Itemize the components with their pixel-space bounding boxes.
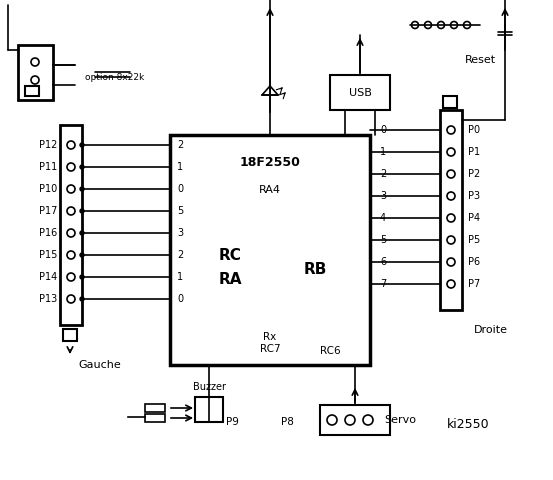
Bar	[25, 86, 39, 96]
Text: P4: P4	[468, 213, 480, 223]
Text: 4: 4	[380, 213, 386, 223]
Text: 18F2550: 18F2550	[239, 156, 300, 169]
Text: P13: P13	[39, 294, 57, 304]
Circle shape	[80, 231, 84, 235]
Circle shape	[80, 165, 84, 169]
Text: P8: P8	[280, 417, 294, 427]
Text: P2: P2	[468, 169, 480, 179]
Text: 1: 1	[177, 272, 183, 282]
Text: ki2550: ki2550	[447, 419, 490, 432]
Text: P11: P11	[39, 162, 57, 172]
Text: P7: P7	[468, 279, 480, 289]
Text: Rx
RC7: Rx RC7	[260, 332, 280, 354]
Text: P12: P12	[39, 140, 57, 150]
Text: 5: 5	[380, 235, 386, 245]
Text: 0: 0	[177, 184, 183, 194]
Text: P1: P1	[468, 147, 480, 157]
Text: RC: RC	[218, 248, 242, 263]
Bar	[443, 96, 457, 108]
Text: P15: P15	[39, 250, 57, 260]
Text: Servo: Servo	[384, 415, 416, 425]
Bar	[170, 135, 370, 365]
Circle shape	[80, 275, 84, 279]
Text: P5: P5	[468, 235, 480, 245]
Text: RB: RB	[303, 263, 327, 277]
Circle shape	[80, 253, 84, 257]
Text: Gauche: Gauche	[79, 360, 121, 370]
Text: option 8x22k: option 8x22k	[85, 73, 144, 83]
Circle shape	[80, 187, 84, 191]
Text: P0: P0	[468, 125, 480, 135]
Text: P17: P17	[39, 206, 57, 216]
Circle shape	[80, 143, 84, 147]
Text: RA4: RA4	[259, 185, 281, 195]
Bar	[145, 404, 165, 412]
Bar	[18, 45, 53, 100]
Text: 2: 2	[380, 169, 386, 179]
Bar	[63, 329, 77, 341]
Text: Buzzer: Buzzer	[192, 382, 226, 392]
Text: Reset: Reset	[465, 55, 495, 65]
Text: 2: 2	[177, 250, 183, 260]
Text: 2: 2	[177, 140, 183, 150]
Text: RA: RA	[218, 273, 242, 288]
Text: 6: 6	[380, 257, 386, 267]
Text: P6: P6	[468, 257, 480, 267]
Text: 5: 5	[177, 206, 183, 216]
Bar	[330, 75, 390, 110]
Text: 1: 1	[177, 162, 183, 172]
Text: Droite: Droite	[474, 325, 508, 335]
Bar	[60, 125, 82, 325]
Bar	[195, 397, 223, 422]
Text: P9: P9	[226, 417, 238, 427]
Text: 1: 1	[380, 147, 386, 157]
Text: P14: P14	[39, 272, 57, 282]
Text: 3: 3	[380, 191, 386, 201]
Text: RC6: RC6	[320, 346, 340, 356]
Bar	[145, 414, 165, 422]
Text: 0: 0	[177, 294, 183, 304]
Circle shape	[80, 297, 84, 301]
Text: 0: 0	[380, 125, 386, 135]
Text: USB: USB	[348, 88, 372, 98]
Text: 3: 3	[177, 228, 183, 238]
Circle shape	[80, 209, 84, 213]
Text: 7: 7	[380, 279, 386, 289]
Bar	[320, 405, 390, 435]
Text: P16: P16	[39, 228, 57, 238]
Bar	[440, 110, 462, 310]
Text: P10: P10	[39, 184, 57, 194]
Text: P3: P3	[468, 191, 480, 201]
